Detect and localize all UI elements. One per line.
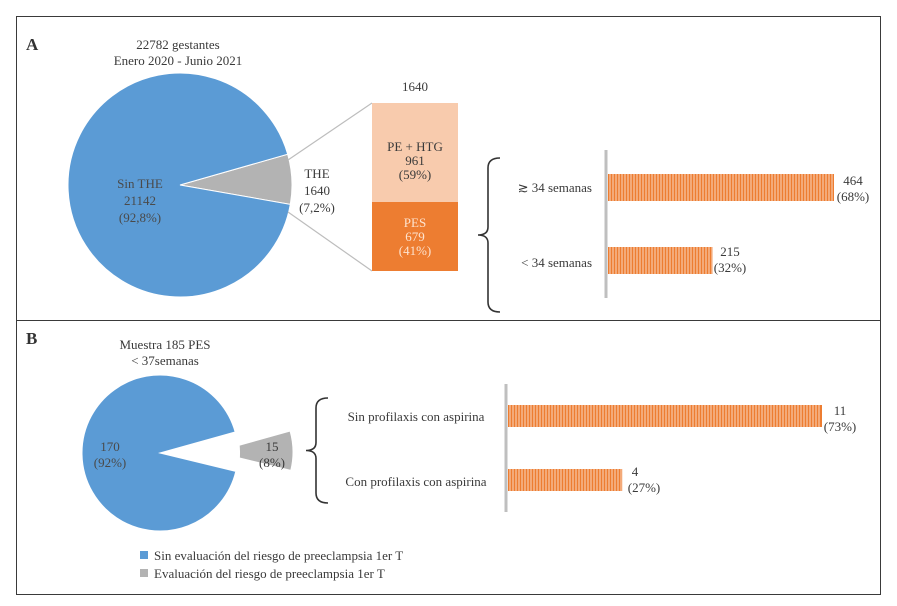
bar-b-0 [508,405,822,427]
slice-percent-the: (7,2%) [299,200,335,215]
slice-value-sin-the: 21142 [123,193,157,208]
legend-label-evaluacion: Evaluación del riesgo de preeclampsia 1e… [154,566,385,581]
pie-a-subtitle: Enero 2020 - Junio 2021 [113,53,243,68]
pie-a-slice-1 [67,72,291,298]
stack-label-pe-htg: PE + HTG [387,139,443,154]
stack-percent-pe-htg: (59%) [398,167,432,182]
slice-b-value-1: 15 [265,439,279,454]
bar-a-percent-1: (32%) [713,260,747,275]
stack-value-pe-htg: 961 [405,153,425,168]
connector-bottom [287,211,373,272]
bar-b-value-0: 11 [833,403,847,418]
legend-item-evaluacion: Evaluación del riesgo de preeclampsia 1e… [140,566,385,582]
bar-a-value-1: 215 [720,244,740,259]
pie-a-title: 22782 gestantes [136,37,220,52]
slice-value-the: 1640 [304,183,330,198]
pie-b-subtitle: < 37semanas [131,353,199,368]
pie-b-notch [160,431,240,472]
legend-swatch-blue [140,551,148,559]
bracket-a [477,157,501,313]
bar-b-value-1: 4 [631,464,639,479]
panel-label-a: A [26,35,39,54]
bar-a-1 [608,247,713,274]
slice-label-sin-the: Sin THE [117,176,163,191]
slice-b-value-0: 170 [100,439,120,454]
bracket-b [305,397,329,504]
bar-a-category-1: < 34 semanas [521,255,592,270]
stack-total: 1640 [402,79,428,94]
bar-b-category-0: Sin profilaxis con aspirina [347,409,485,424]
slice-b-percent-1: (8%) [259,455,285,470]
stack-percent-pes: (41%) [398,243,432,258]
pie-b-slice-1 [81,374,237,532]
bar-a-percent-0: (68%) [836,189,870,204]
bar-b-percent-0: (73%) [823,419,857,434]
stack-segment-pe-htg [372,103,458,202]
connector-top [287,102,373,161]
pie-b-title: Muestra 185 PES [119,337,211,352]
legend-label-sin-evaluacion: Sin evaluación del riesgo de preeclampsi… [154,548,404,563]
bar-a-value-0: 464 [843,173,863,188]
bar-b-category-1: Con profilaxis con aspirina [345,474,487,489]
stack-segment-pes [372,202,458,271]
stack-value-pes: 679 [405,229,425,244]
slice-label-the: THE [304,166,330,181]
slice-percent-sin-the: (92,8%) [118,210,162,225]
legend-item-sin-evaluacion: Sin evaluación del riesgo de preeclampsi… [140,548,403,564]
pie-b-slice-0 [213,430,294,471]
bar-b-percent-1: (27%) [627,480,661,495]
stack-label-pes: PES [403,215,427,230]
panel-label-b: B [26,329,38,348]
legend-swatch-gray [140,569,148,577]
slice-b-percent-0: (92%) [93,455,127,470]
bar-a-category-0: ≳ 34 semanas [517,180,592,195]
